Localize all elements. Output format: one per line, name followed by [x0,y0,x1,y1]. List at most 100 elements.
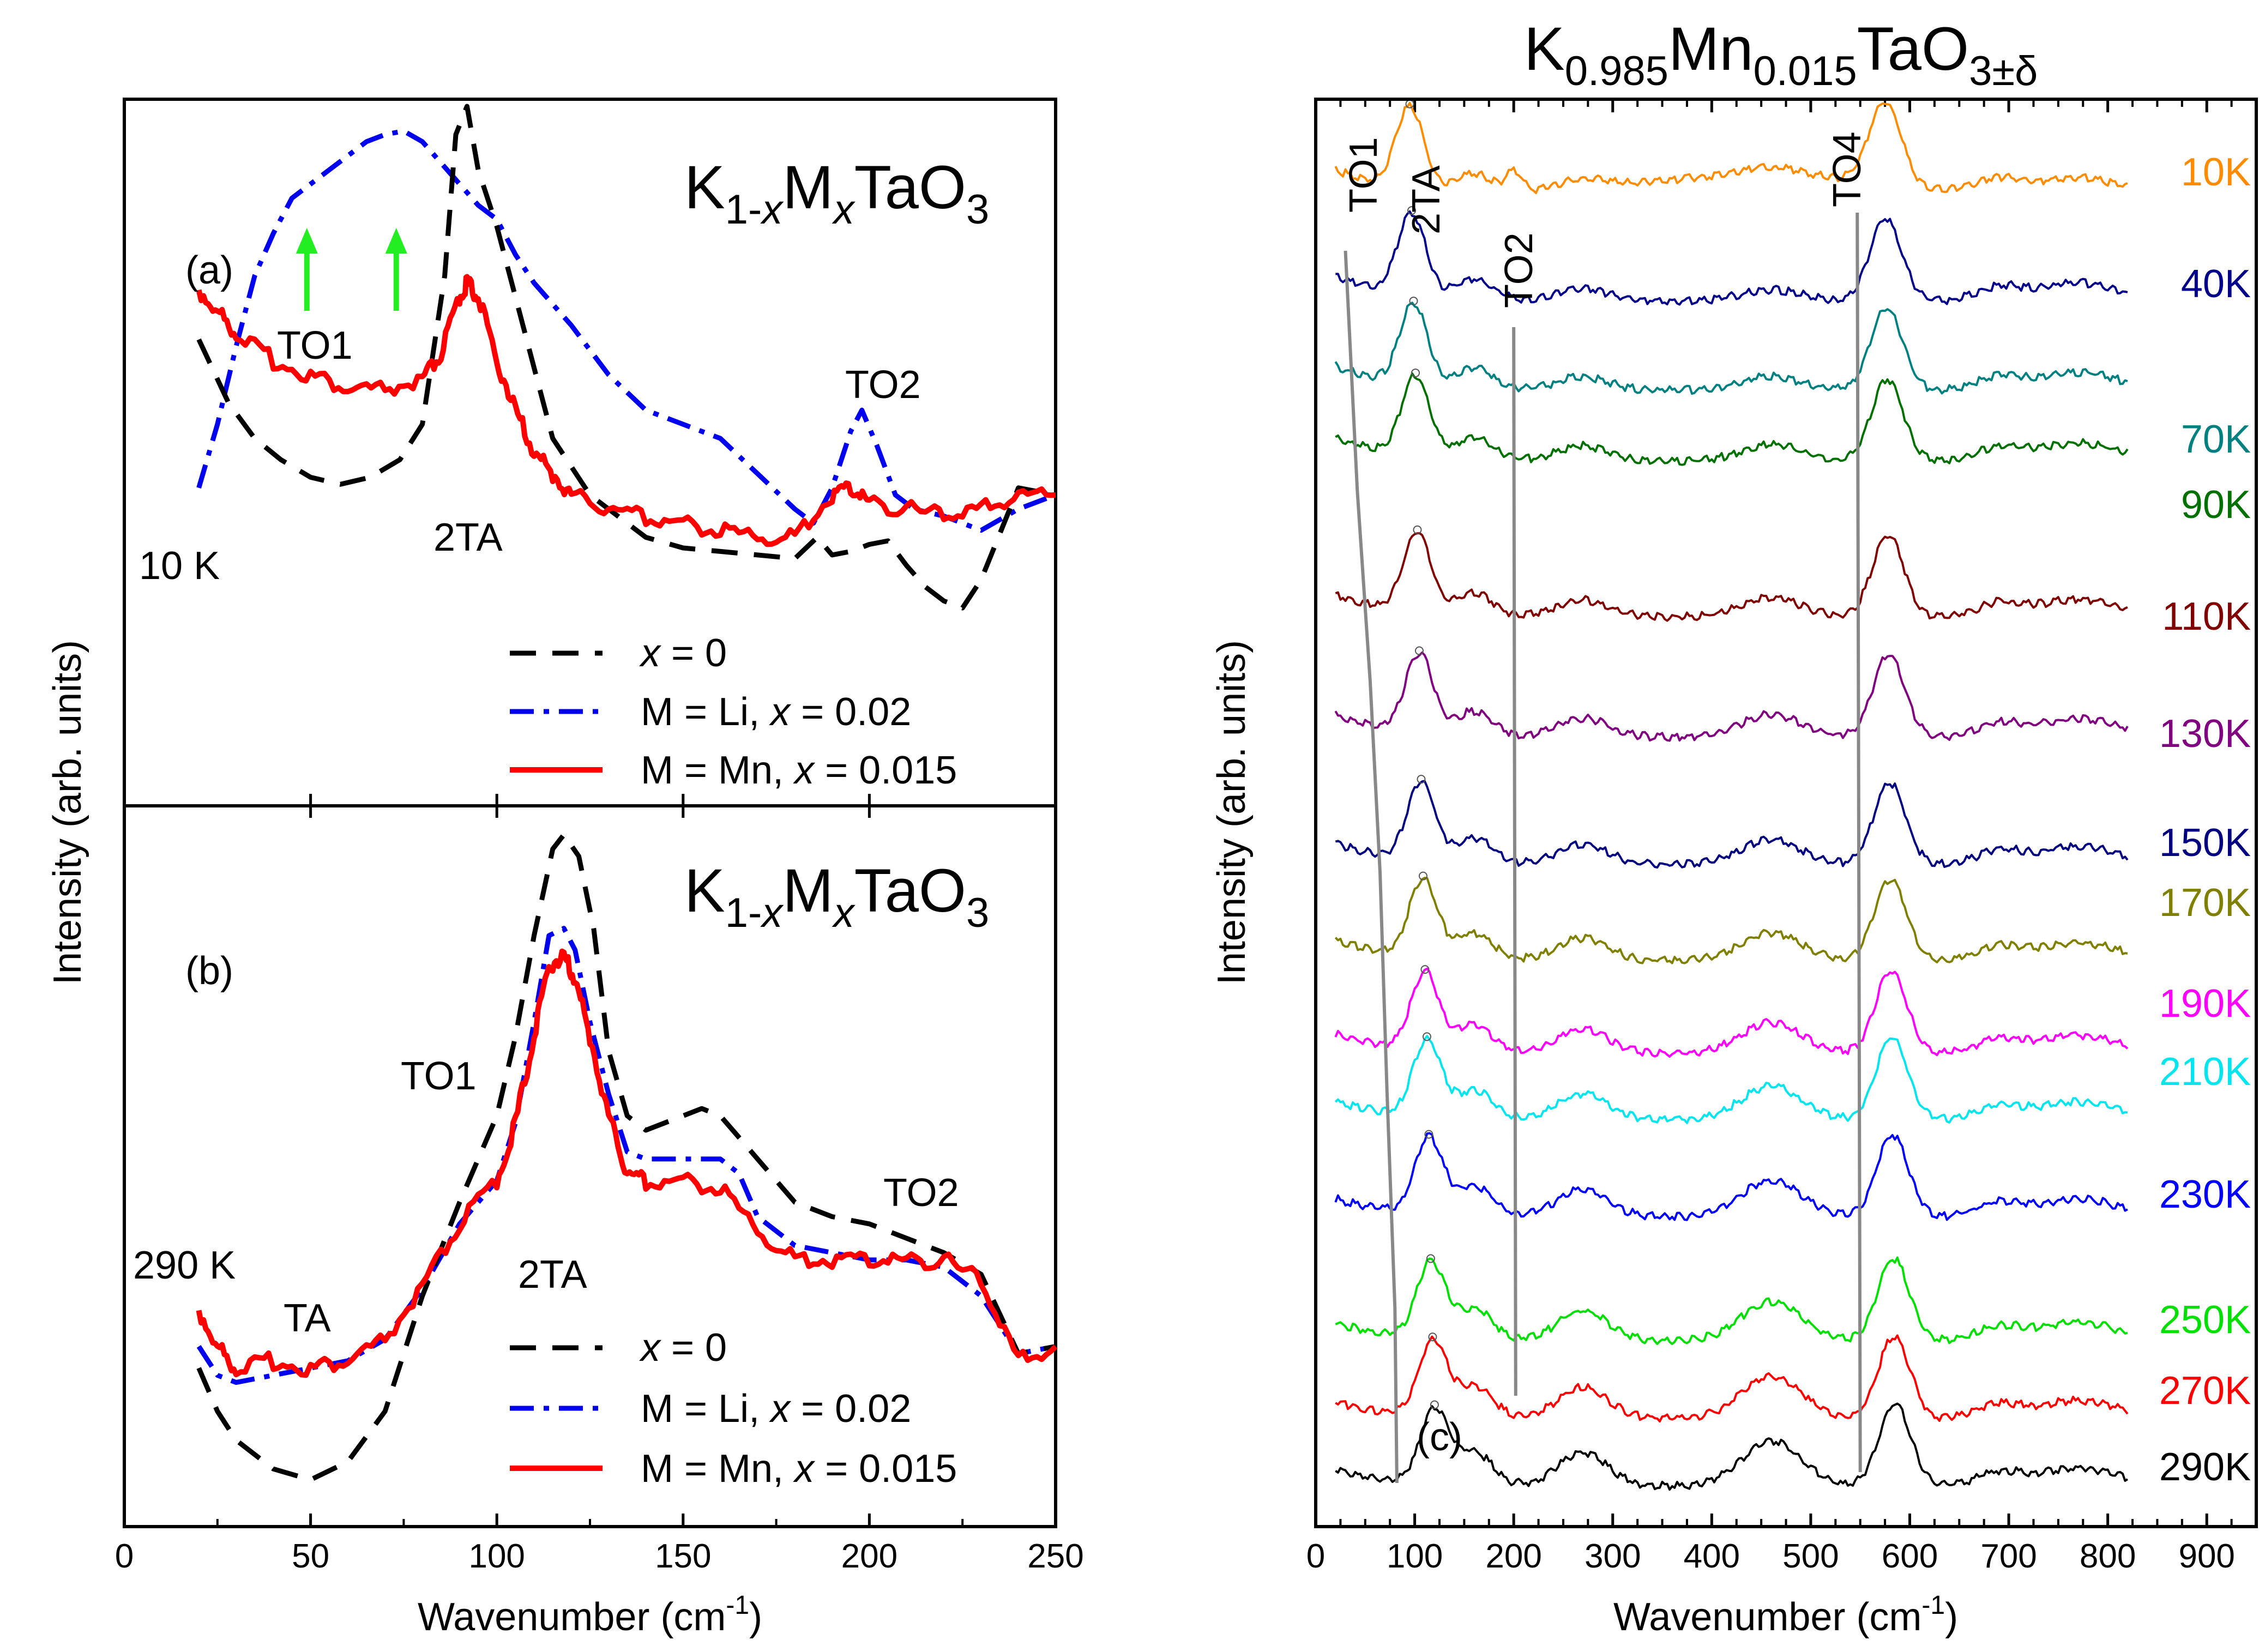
temp-label-190K: 190K [2159,982,2251,1026]
series-seriesB-2 [196,948,1058,1378]
legend-a: x = 0 M = Li, x = 0.02 M = Mn, x = 0.015 [510,631,957,792]
to1-guide [1344,250,1399,1484]
temp-label-230K: 230K [2159,1173,2251,1216]
panel-a-to1-label: TO1 [277,324,353,367]
left-x-tick-label: 100 [468,1538,525,1575]
spectrum-40K [1335,210,2128,306]
2ta-marker [1424,1130,1433,1139]
temp-label-170K: 170K [2159,881,2251,925]
panel-a-label: (a) [185,249,233,292]
left-y-axis-label: Intensity (arb. units) [46,640,89,985]
temp-label-10K: 10K [2181,150,2251,194]
2ta-marker [1428,1333,1437,1342]
right-x-tick-label: 700 [1980,1538,2037,1575]
mode-label-TO1: TO1 [1342,137,1385,213]
legend-b-li: M = Li, x = 0.02 [641,1387,911,1431]
spectrum-290K [1335,1402,2128,1491]
spectrum-270K [1335,1334,2129,1422]
mode-label-2TA: 2TA [1405,165,1448,234]
left-x-tick-label: 50 [292,1538,329,1575]
panel-b-label: (b) [185,949,233,993]
right-x-tick-label: 500 [1782,1538,1839,1575]
right-x-axis-label: Wavenumber (cm-1) [1613,1591,1958,1639]
2ta-marker [1430,1400,1439,1409]
panel-b-temp-label: 290 K [133,1244,236,1287]
temp-label-290K: 290K [2159,1445,2251,1489]
2ta-marker [1414,646,1424,655]
panel-c-label: (c) [1417,1415,1462,1459]
spectrum-110K [1335,532,2128,622]
legend-b-x0: x = 0 [639,1326,727,1370]
series-seriesB-0 [196,832,1056,1482]
right-panel: K0.985Mn0.015TaO3±δ 0 100 200 300 400 500 600 7… [1210,15,2258,1639]
temp-label-70K: 70K [2181,418,2251,461]
spectrum-130K [1334,651,2129,742]
legend-b: x = 0 M = Li, x = 0.02 M = Mn, x = 0.015 [510,1326,957,1491]
series-seriesA-2 [196,274,1056,547]
left-x-tick-label: 0 [115,1538,134,1575]
right-x-tick-label: 300 [1585,1538,1641,1575]
left-x-tick-label: 200 [841,1538,897,1575]
panel-a-temp-label: 10 K [139,544,220,588]
temp-label-270K: 270K [2159,1369,2251,1413]
panel-b-title: K1-xMxTaO3 [684,857,989,936]
mode-label-TO2: TO2 [1497,232,1541,308]
series-seriesA-1 [196,128,1057,533]
panel-a-to2-label: TO2 [845,363,921,407]
temp-label-130K: 130K [2159,712,2251,756]
green-arrow-head [385,228,407,254]
spectrum-150K [1335,780,2129,869]
panel-b-to2-label: TO2 [883,1171,959,1215]
2ta-marker [1418,871,1427,881]
2ta-marker [1422,1032,1431,1041]
2ta-marker [1409,297,1418,306]
legend-a-x0: x = 0 [639,631,727,675]
green-arrow-head [296,228,318,254]
2ta-marker [1420,965,1430,974]
right-x-tick-label: 400 [1684,1538,1740,1575]
temp-label-150K: 150K [2159,821,2251,865]
legend-a-li: M = Li, x = 0.02 [641,690,911,734]
right-x-tick-label: 800 [2080,1538,2136,1575]
series-seriesA-0 [196,104,1056,611]
right-y-axis-label: Intensity (arb. units) [1210,640,1254,985]
right-x-tick-label: 0 [1306,1538,1325,1575]
temp-label-210K: 210K [2159,1050,2251,1094]
panel-c-frame [1314,98,2258,1528]
to2-guide [1512,327,1517,1396]
panel-b-2ta-label: 2TA [518,1253,587,1297]
right-x-tick-label: 900 [2178,1538,2234,1575]
2ta-marker [1413,525,1422,534]
2ta-marker [1426,1254,1435,1263]
left-x-axis-label: Wavenumber (cm-1) [418,1591,762,1639]
panel-a-title: K1-xMxTaO3 [684,153,989,233]
left-panels: 0 50 100 150 200 250 K1-xMxTaO3 (a) 10 K TO1 … [46,98,1084,1639]
temp-label-250K: 250K [2159,1298,2251,1342]
spectrum-250K [1335,1256,2128,1345]
legend-b-mn: M = Mn, x = 0.015 [641,1447,957,1491]
2ta-marker [1417,775,1426,784]
right-x-tick-label: 600 [1882,1538,1938,1575]
legend-a-mn: M = Mn, x = 0.015 [641,749,957,792]
temp-label-40K: 40K [2181,262,2251,306]
green-arrows [296,228,407,311]
right-x-tick-label: 100 [1387,1538,1443,1575]
spectrum-190K [1334,967,2129,1058]
spectrum-70K [1334,302,2128,395]
spectrum-10K [1334,101,2128,195]
spectrum-230K [1334,1132,2128,1221]
left-x-tick-label: 150 [655,1538,711,1575]
2ta-marker [1407,206,1416,215]
left-x-tick-label: 250 [1027,1538,1083,1575]
mode-label-TO4: TO4 [1826,131,1869,207]
spectrum-90K [1335,372,2129,466]
2ta-marker [1411,368,1420,377]
to4-guide [1856,212,1862,1473]
panel-b-ta-label: TA [284,1297,331,1340]
spectrum-170K [1334,877,2128,964]
panel-c-title: K0.985Mn0.015TaO3±δ [1524,15,2038,94]
panel-b-to1-label: TO1 [401,1054,477,1098]
temp-label-90K: 90K [2181,483,2251,527]
temp-label-110K: 110K [2162,595,2251,638]
